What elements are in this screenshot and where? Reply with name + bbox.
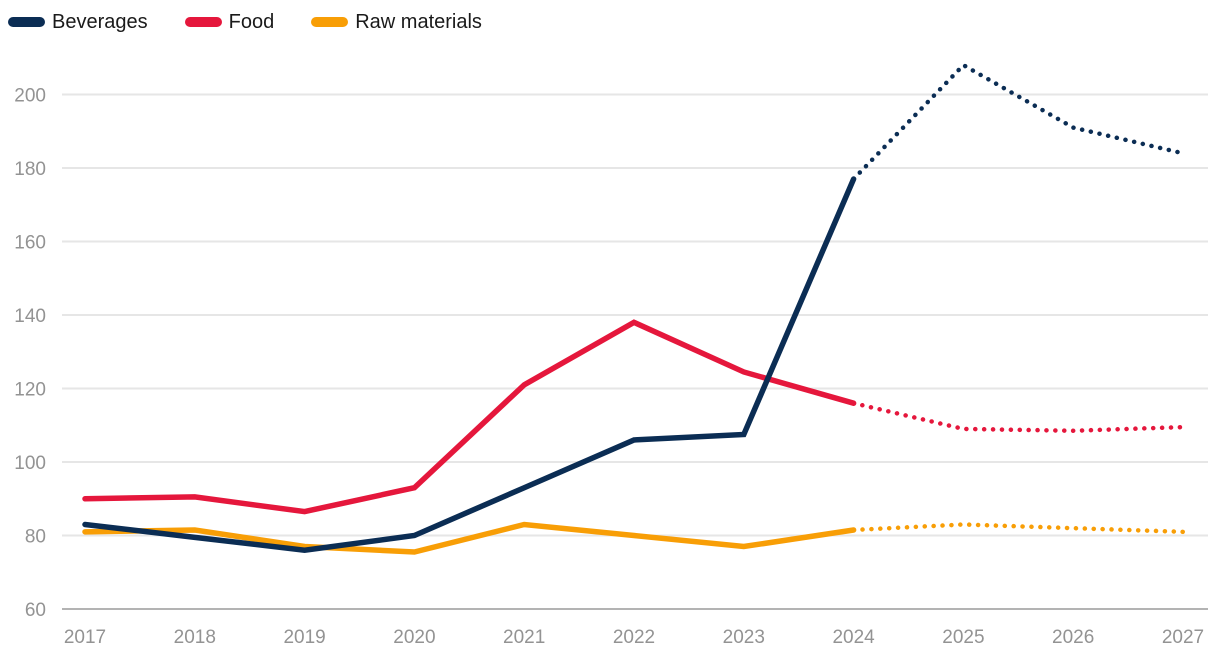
series-line-beverages: [82, 176, 857, 553]
series-forecast-line-beverages: [851, 62, 1186, 182]
y-tick-label-80: 80: [25, 527, 46, 548]
x-tick-label-2019: 2019: [283, 627, 325, 648]
chart-legend: Beverages Food Raw materials: [8, 12, 482, 32]
x-tick-label-2020: 2020: [393, 627, 435, 648]
x-tick-label-2026: 2026: [1052, 627, 1094, 648]
y-tick-label-60: 60: [25, 600, 46, 621]
x-tick-label-2018: 2018: [174, 627, 216, 648]
y-tick-label-180: 180: [14, 159, 46, 180]
y-tick-label-120: 120: [14, 380, 46, 401]
x-tick-label-2025: 2025: [942, 627, 984, 648]
legend-label-food: Food: [228, 11, 275, 33]
legend-item-food[interactable]: Food: [184, 11, 275, 33]
series-forecast-line-raw-materials: [851, 522, 1186, 535]
x-tick-label-2024: 2024: [832, 627, 875, 648]
x-tick-label-2027: 2027: [1162, 627, 1204, 648]
legend-swatch-food: [184, 17, 222, 27]
x-tick-label-2017: 2017: [64, 627, 106, 648]
legend-swatch-raw-materials: [311, 17, 349, 27]
legend-swatch-beverages: [8, 17, 45, 27]
series-line-food: [82, 319, 857, 515]
y-tick-label-100: 100: [14, 453, 46, 474]
y-tick-label-200: 200: [14, 86, 46, 107]
x-tick-label-2023: 2023: [723, 627, 765, 648]
y-tick-label-160: 160: [14, 233, 46, 254]
legend-label-beverages: Beverages: [52, 11, 148, 33]
legend-item-beverages[interactable]: Beverages: [8, 12, 148, 32]
legend-label-raw-materials: Raw materials: [355, 11, 482, 33]
legend-item-raw-materials[interactable]: Raw materials: [311, 12, 482, 32]
series-line-raw-materials: [82, 521, 857, 555]
x-tick-label-2021: 2021: [503, 627, 545, 648]
x-tick-label-2022: 2022: [613, 627, 655, 648]
y-tick-label-140: 140: [14, 306, 46, 327]
series-forecast-line-food: [851, 400, 1186, 434]
